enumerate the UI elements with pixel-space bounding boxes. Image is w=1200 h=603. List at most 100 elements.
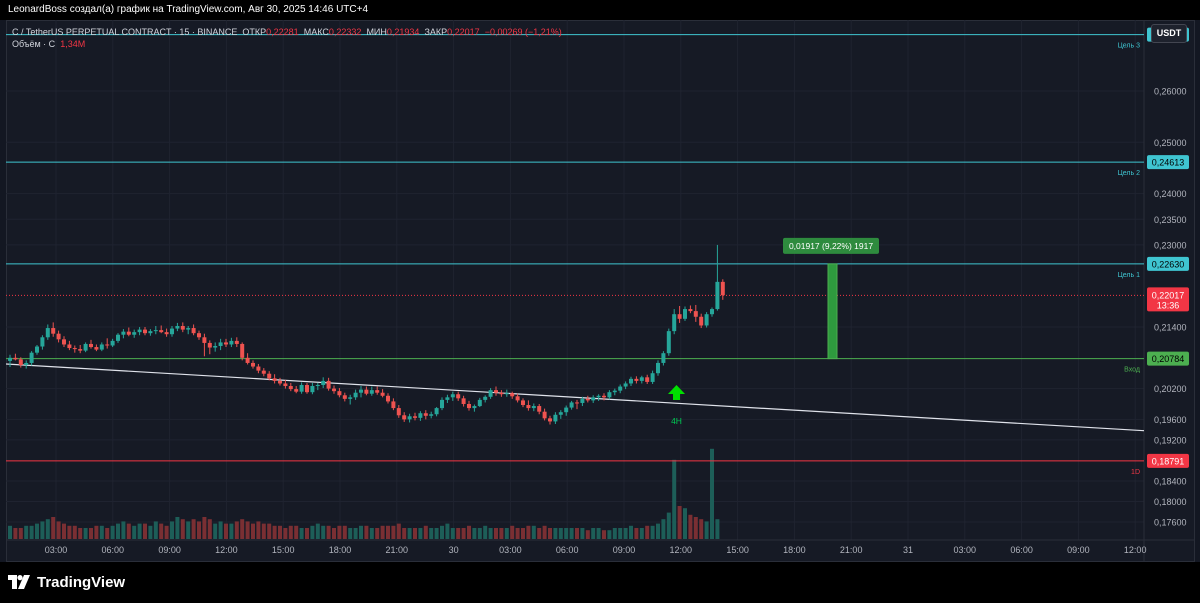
- target-2-price-label: 0,24613: [1152, 158, 1185, 168]
- volume-bar: [612, 528, 617, 539]
- volume-bar: [310, 525, 315, 539]
- volume-legend: Объём · C 1,34M: [12, 39, 85, 49]
- high-label: МАКС: [303, 27, 329, 37]
- time-tick-label: 09:00: [158, 545, 181, 555]
- volume-bar: [380, 525, 385, 539]
- price-tick-label: 0,21400: [1154, 323, 1187, 333]
- candle-body: [240, 343, 245, 358]
- candle-body: [434, 408, 439, 415]
- volume-bar: [375, 528, 380, 539]
- candle-body: [137, 329, 142, 333]
- tradingview-logo[interactable]: TradingView: [8, 572, 125, 592]
- time-tick-label: 18:00: [783, 545, 806, 555]
- volume-bar: [240, 519, 245, 539]
- candle-body: [348, 397, 353, 399]
- stop-price-badge: [1147, 453, 1189, 468]
- candle-body: [521, 400, 525, 406]
- candle-body: [207, 342, 212, 348]
- volume-bar: [553, 528, 558, 539]
- volume-bar: [413, 528, 417, 539]
- time-tick-label: 21:00: [840, 545, 863, 555]
- volume-bar: [29, 525, 34, 539]
- volume-bar: [629, 525, 633, 539]
- close-value: 0,22017: [447, 27, 480, 37]
- volume-bar: [18, 528, 23, 539]
- volume-bar: [499, 528, 504, 539]
- volume-bar: [245, 521, 250, 539]
- volume-bar: [418, 528, 423, 539]
- candle-body: [575, 402, 579, 404]
- candle-body: [359, 389, 363, 393]
- candle-body: [477, 399, 482, 407]
- volume-bar: [580, 528, 585, 539]
- price-tick-label: 0,23500: [1154, 215, 1187, 225]
- volume-bar: [494, 528, 498, 539]
- price-chart[interactable]: 0,26000 0,25000 0,24000 0,23500 0,23000 0,214…: [6, 20, 1195, 562]
- candle-body: [288, 386, 293, 390]
- candle-body: [180, 325, 185, 330]
- currency-button[interactable]: USDT: [1151, 24, 1187, 43]
- low-label: МИН: [366, 27, 387, 37]
- candle-body: [272, 378, 277, 381]
- volume-bar: [386, 525, 390, 539]
- volume-bar: [521, 528, 525, 539]
- candle-body: [472, 406, 477, 409]
- candle-body: [116, 334, 120, 341]
- candle-body: [256, 366, 261, 371]
- candle-body: [558, 412, 563, 415]
- candle-body: [89, 343, 93, 348]
- price-tick-label: 0,25000: [1154, 138, 1187, 148]
- candle-body: [515, 396, 520, 401]
- chart-byline: LeonardBoss создал(а) график на TradingV…: [8, 4, 369, 15]
- volume-bar: [337, 525, 342, 539]
- trend-line: [6, 363, 1145, 432]
- volume-bar: [89, 528, 93, 539]
- candle-body: [78, 349, 83, 351]
- volume-bar: [472, 528, 477, 539]
- open-label: ОТКР: [242, 27, 267, 37]
- candle-body: [380, 392, 385, 396]
- entry-price-badge: [1147, 351, 1189, 366]
- measure-box: [827, 263, 838, 360]
- open-value: 0,22281: [266, 27, 299, 37]
- volume-bar: [251, 523, 255, 539]
- candle-body: [386, 395, 390, 402]
- symbol-name[interactable]: C / TetherUS PERPETUAL CONTRACT · 15 · B…: [12, 27, 238, 37]
- time-tick-label: 09:00: [613, 545, 636, 555]
- candle-body: [634, 378, 639, 381]
- volume-label[interactable]: Объём · C: [12, 39, 56, 49]
- price-tick-label: 0,20200: [1154, 384, 1187, 394]
- time-tick-label: 03:00: [499, 545, 522, 555]
- target-1-price-badge: [1147, 256, 1189, 271]
- candle-body: [531, 406, 536, 409]
- volume-bar: [440, 525, 444, 539]
- price-tick-label: 0,26000: [1154, 87, 1187, 97]
- time-tick-label: 06:00: [1010, 545, 1033, 555]
- volume-bar: [391, 525, 396, 539]
- volume-bar: [121, 521, 126, 539]
- candle-body: [132, 332, 137, 335]
- candle-body: [445, 397, 450, 400]
- candle-body: [645, 377, 650, 382]
- volume-bar: [229, 523, 234, 539]
- candle-body: [283, 383, 288, 387]
- volume-bar: [683, 508, 687, 539]
- volume-bar: [348, 528, 353, 539]
- candle-body: [688, 309, 693, 312]
- time-tick-label: 06:00: [102, 545, 125, 555]
- volume-bar: [40, 521, 45, 539]
- volume-bar: [456, 528, 461, 539]
- high-value: 0,22332: [328, 27, 362, 37]
- chart-frame: [6, 20, 1195, 562]
- candle-body: [612, 390, 617, 393]
- candle-body: [121, 331, 126, 335]
- volume-bar: [234, 521, 239, 539]
- volume-bar: [666, 512, 671, 539]
- volume-bar: [62, 523, 66, 539]
- candle-body: [45, 328, 50, 338]
- candle-body: [83, 343, 88, 351]
- candle-body: [261, 370, 266, 374]
- candle-body: [483, 396, 488, 400]
- top-bar: LeonardBoss создал(а) график на TradingV…: [0, 0, 1200, 20]
- candle-body: [197, 333, 201, 338]
